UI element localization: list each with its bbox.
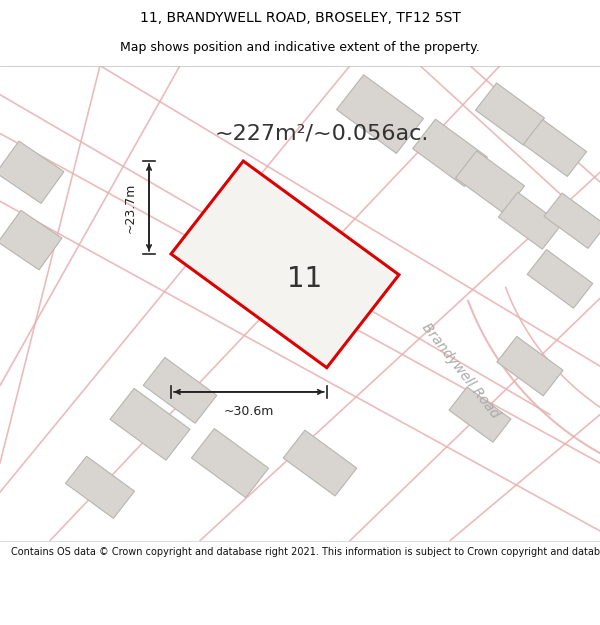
Text: Contains OS data © Crown copyright and database right 2021. This information is : Contains OS data © Crown copyright and d…: [11, 548, 600, 558]
Polygon shape: [449, 387, 511, 442]
Text: ~23.7m: ~23.7m: [124, 182, 137, 232]
Polygon shape: [110, 388, 190, 460]
Polygon shape: [497, 336, 563, 396]
Text: ~227m²/~0.056ac.: ~227m²/~0.056ac.: [215, 124, 430, 144]
Text: 11, BRANDYWELL ROAD, BROSELEY, TF12 5ST: 11, BRANDYWELL ROAD, BROSELEY, TF12 5ST: [140, 11, 460, 26]
Text: Map shows position and indicative extent of the property.: Map shows position and indicative extent…: [120, 41, 480, 54]
Polygon shape: [523, 119, 587, 176]
Polygon shape: [544, 193, 600, 248]
Polygon shape: [65, 456, 134, 518]
Polygon shape: [143, 357, 217, 423]
Polygon shape: [191, 429, 269, 498]
Polygon shape: [527, 249, 593, 308]
Polygon shape: [337, 75, 424, 153]
Polygon shape: [0, 211, 62, 270]
Polygon shape: [413, 119, 487, 186]
Polygon shape: [455, 151, 524, 213]
Text: ~30.6m: ~30.6m: [224, 406, 274, 419]
Polygon shape: [476, 83, 544, 145]
Text: 11: 11: [287, 265, 323, 293]
Polygon shape: [283, 430, 357, 496]
Polygon shape: [0, 141, 64, 203]
Text: Brandywell Road: Brandywell Road: [419, 321, 502, 421]
Polygon shape: [171, 161, 399, 368]
Polygon shape: [499, 192, 562, 249]
